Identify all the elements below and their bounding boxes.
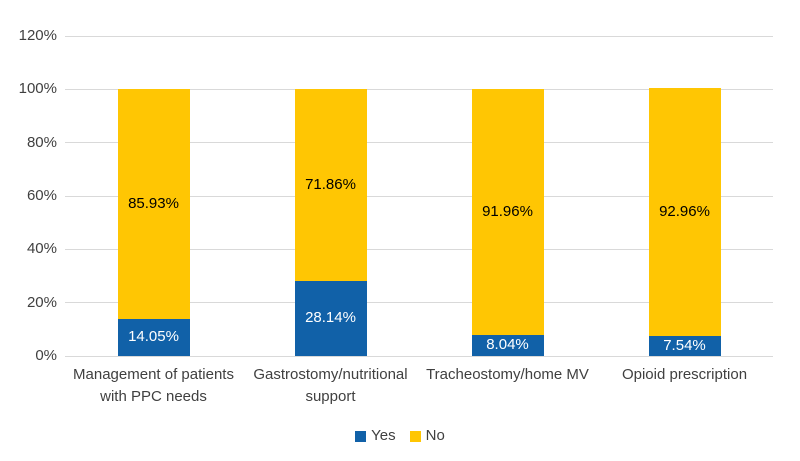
- bar-segment-no: [294, 89, 367, 281]
- data-label-no: 85.93%: [128, 194, 179, 212]
- bar-segment-yes: [471, 334, 544, 356]
- bar-segment-no: [471, 89, 544, 335]
- gridline-100%: [65, 88, 773, 90]
- bar-segment-yes: [648, 335, 721, 356]
- y-axis-tick-label: 100%: [18, 80, 57, 98]
- legend-swatch-icon: [409, 430, 421, 442]
- bar-segment-no: [648, 88, 721, 336]
- data-label-yes: 14.05%: [128, 328, 179, 346]
- data-label-no: 92.96%: [659, 202, 710, 220]
- category-label: Management of patients with PPC needs: [73, 366, 234, 405]
- bar-segment-yes: [294, 280, 367, 356]
- y-axis-tick-label: 20%: [26, 293, 57, 311]
- category-label: Opioid prescription: [621, 366, 748, 383]
- legend-item-no: No: [409, 427, 445, 444]
- category-label: Gastrostomy/nutritional support: [253, 366, 408, 405]
- y-axis-tick-label: 40%: [26, 240, 57, 258]
- data-label-yes: 28.14%: [305, 309, 356, 327]
- bar-segment-yes: [117, 318, 190, 356]
- y-axis-tick-label: 60%: [26, 187, 57, 204]
- data-label-yes: 7.54%: [663, 336, 706, 354]
- data-label-no: 91.96%: [482, 202, 533, 220]
- gridline-40%: [65, 248, 773, 250]
- gridline-20%: [65, 302, 773, 304]
- y-axis-tick-label: 80%: [26, 133, 57, 151]
- legend-item-yes: Yes: [355, 427, 396, 444]
- gridline-0%: [65, 355, 773, 357]
- legend: Yes No: [0, 427, 800, 444]
- legend-label: Yes: [371, 427, 396, 444]
- bar-segment-no: [117, 89, 190, 319]
- category-label: Tracheostomy/home MV: [426, 366, 589, 383]
- gridline-120%: [65, 35, 773, 37]
- gridline-80%: [65, 142, 773, 144]
- y-axis-tick-label: 0%: [35, 347, 57, 364]
- legend-label: No: [425, 427, 445, 444]
- data-label-yes: 8.04%: [486, 336, 529, 354]
- legend-swatch-icon: [355, 430, 367, 442]
- gridline-60%: [65, 195, 773, 197]
- y-axis-tick-label: 120%: [18, 27, 57, 44]
- data-label-no: 71.86%: [305, 176, 356, 194]
